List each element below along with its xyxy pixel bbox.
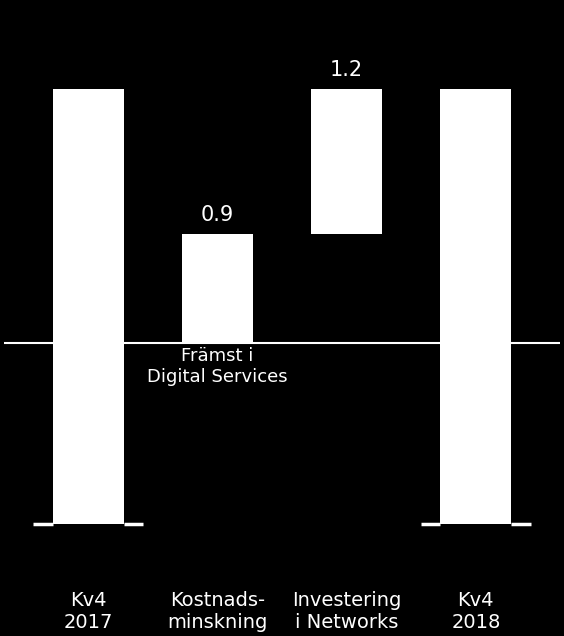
Bar xyxy=(440,89,512,524)
Bar xyxy=(52,89,124,524)
Text: 0.9: 0.9 xyxy=(201,205,234,225)
Text: Främst i
Digital Services: Främst i Digital Services xyxy=(147,347,288,386)
Bar xyxy=(311,89,382,234)
Text: 1.2: 1.2 xyxy=(330,60,363,80)
Bar xyxy=(182,234,253,343)
